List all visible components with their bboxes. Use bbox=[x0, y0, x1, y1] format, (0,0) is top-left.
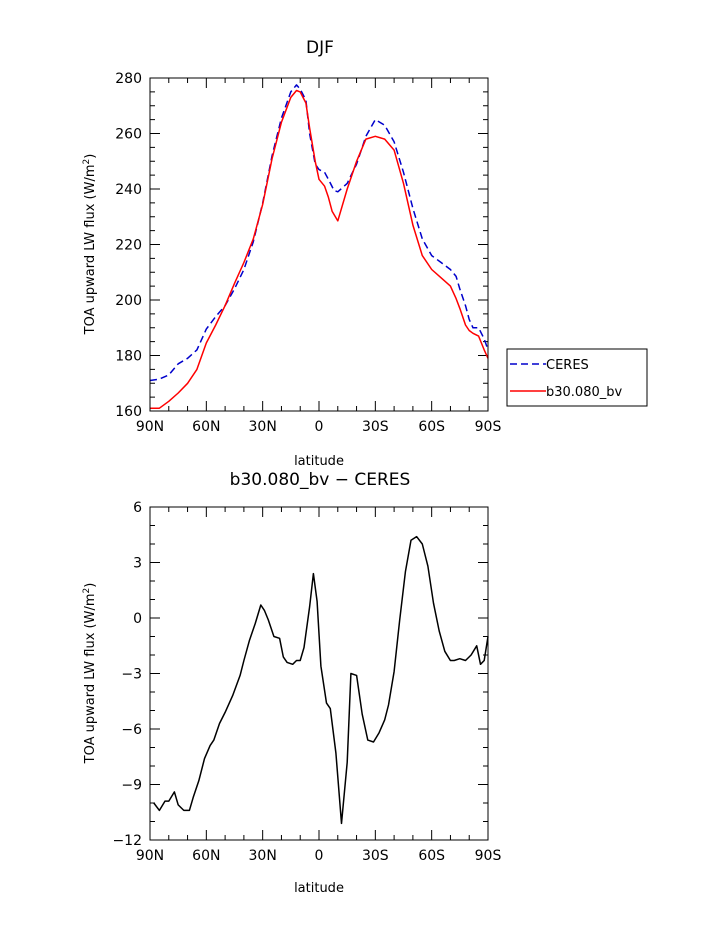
top-y-tick-label: 260 bbox=[115, 127, 142, 143]
bottom-chart-title: b30.080_bv − CERES bbox=[230, 470, 411, 490]
legend-box bbox=[506, 348, 648, 407]
top-panel: DJF 90N 60N 30N 0 30S 60S 90S 160 180 200 220 240 26… bbox=[82, 38, 648, 469]
bottom-y-tick-label: −9 bbox=[121, 778, 142, 794]
bottom-series bbox=[153, 535, 489, 825]
bottom-series-line-0 bbox=[153, 535, 489, 825]
top-y-tick-label: 220 bbox=[115, 238, 142, 254]
top-ticks: 90N 60N 30N 0 30S 60S 90S 160 180 200 220 240 260 280 bbox=[115, 71, 501, 435]
top-y-axis-label: TOA upward LW flux (W/m2) bbox=[82, 154, 98, 336]
bottom-plot-frame bbox=[149, 506, 489, 841]
top-y-tick-label: 240 bbox=[115, 182, 142, 198]
bottom-x-tick-label: 30S bbox=[362, 848, 389, 864]
legend-label-b30: b30.080_bv bbox=[546, 385, 622, 400]
bottom-x-tick-label: 90S bbox=[475, 848, 502, 864]
top-series-line-ceres bbox=[149, 84, 489, 382]
bottom-x-tick-label: 30N bbox=[249, 848, 277, 864]
top-x-axis-label: latitude bbox=[294, 454, 344, 469]
top-x-tick-label: 90N bbox=[136, 419, 164, 435]
bottom-x-tick-label: 90N bbox=[136, 848, 164, 864]
legend: CERES b30.080_bv bbox=[506, 348, 648, 407]
top-y-tick-label: 280 bbox=[115, 71, 142, 87]
top-y-tick-label: 200 bbox=[115, 293, 142, 309]
top-series-line-b30-080-bv bbox=[150, 89, 489, 409]
top-plot-frame bbox=[149, 77, 489, 412]
bottom-y-tick-label: 0 bbox=[133, 611, 142, 627]
top-y-tick-label: 180 bbox=[115, 349, 142, 365]
top-series bbox=[149, 84, 489, 409]
bottom-y-tick-label: −6 bbox=[121, 722, 142, 738]
bottom-panel: b30.080_bv − CERES 90N 60N 30N 0 30S 60S 90S −1… bbox=[82, 470, 501, 896]
bottom-x-tick-label: 60N bbox=[192, 848, 220, 864]
bottom-y-tick-label: −12 bbox=[112, 833, 142, 849]
bottom-x-axis-label: latitude bbox=[294, 881, 344, 896]
legend-label-ceres: CERES bbox=[546, 358, 589, 373]
bottom-y-tick-label: −3 bbox=[121, 667, 142, 683]
bottom-ticks: 90N 60N 30N 0 30S 60S 90S −12 −9 −6 −3 0 3 6 bbox=[112, 500, 501, 864]
top-y-tick-label: 160 bbox=[115, 404, 142, 420]
top-chart-title: DJF bbox=[306, 38, 334, 58]
top-x-tick-label: 30S bbox=[362, 419, 389, 435]
top-x-tick-label: 90S bbox=[475, 419, 502, 435]
top-x-tick-label: 0 bbox=[315, 419, 324, 435]
bottom-y-tick-label: 3 bbox=[133, 556, 142, 572]
bottom-x-tick-label: 60S bbox=[418, 848, 445, 864]
bottom-x-tick-label: 0 bbox=[315, 848, 324, 864]
top-x-tick-label: 30N bbox=[249, 419, 277, 435]
bottom-y-axis-label: TOA upward LW flux (W/m2) bbox=[82, 583, 98, 765]
top-x-tick-label: 60N bbox=[192, 419, 220, 435]
bottom-y-tick-label: 6 bbox=[133, 500, 142, 516]
top-x-tick-label: 60S bbox=[418, 419, 445, 435]
